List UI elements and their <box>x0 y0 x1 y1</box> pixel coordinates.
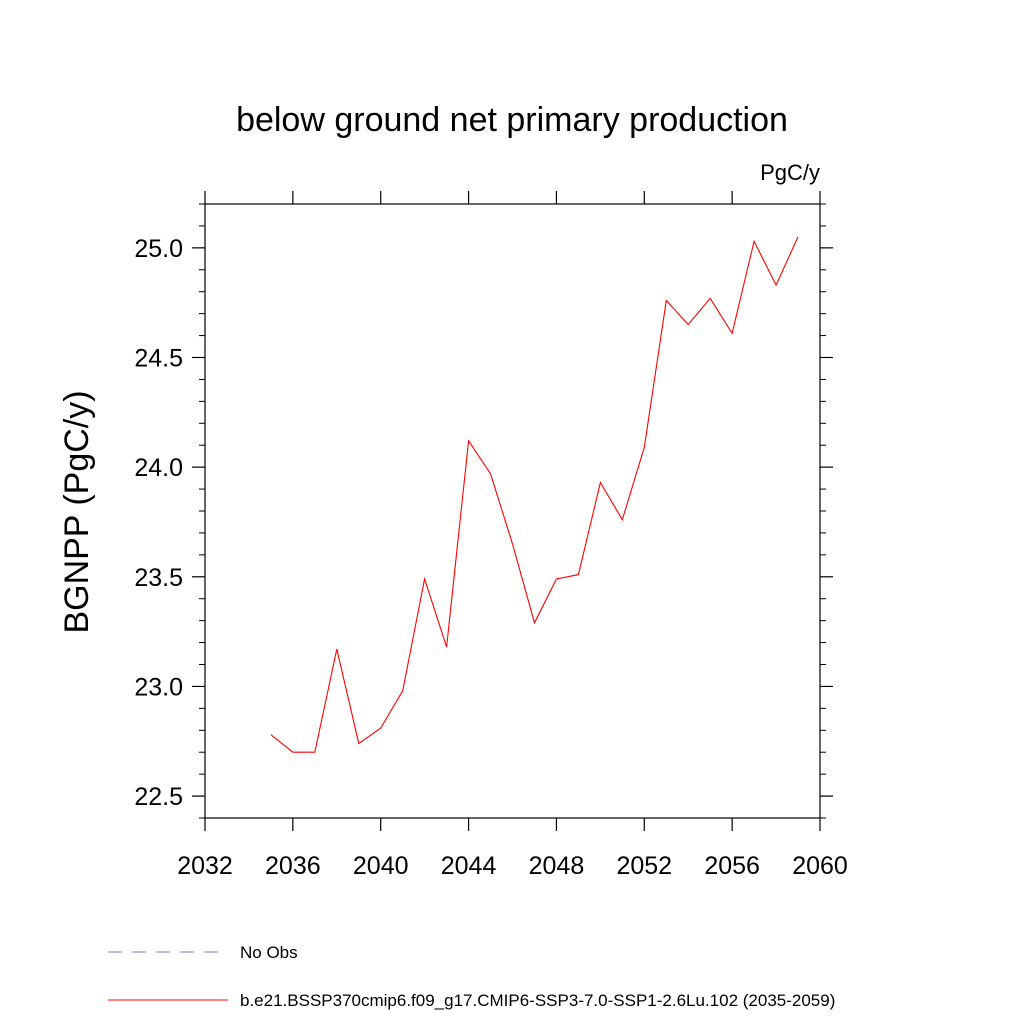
x-tick-label: 2036 <box>265 852 321 880</box>
y-tick-label: 22.5 <box>134 783 183 811</box>
y-tick-label: 24.0 <box>134 454 183 482</box>
y-tick-label: 25.0 <box>134 235 183 263</box>
x-tick-label: 2056 <box>704 852 760 880</box>
y-tick-label: 24.5 <box>134 345 183 373</box>
y-tick-label: 23.0 <box>134 673 183 701</box>
series-layer <box>270 236 799 753</box>
x-tick-label: 2044 <box>441 852 497 880</box>
x-tick-label: 2048 <box>529 852 585 880</box>
units-label: PgC/y <box>760 160 820 185</box>
x-tick-label: 2040 <box>353 852 409 880</box>
y-axis-label: BGNPP (PgC/y) <box>58 390 96 633</box>
chart-title: below ground net primary production <box>236 101 788 139</box>
x-tick-label: 2032 <box>177 852 233 880</box>
legend-label: No Obs <box>240 943 298 962</box>
x-tick-label: 2052 <box>616 852 672 880</box>
axis-ticks <box>192 191 833 831</box>
legend: No Obs b.e21.BSSP370cmip6.f09_g17.CMIP6-S… <box>108 943 835 1010</box>
legend-label: b.e21.BSSP370cmip6.f09_g17.CMIP6-SSP3-7.… <box>240 991 835 1010</box>
series-line <box>270 236 799 753</box>
x-tick-label: 2060 <box>792 852 848 880</box>
plot-frame <box>204 203 821 819</box>
axis-tick-labels: 2032 2036 2040 2044 2048 2052 2056 2060 22.5 23.0… <box>134 235 847 880</box>
y-tick-label: 23.5 <box>134 564 183 592</box>
